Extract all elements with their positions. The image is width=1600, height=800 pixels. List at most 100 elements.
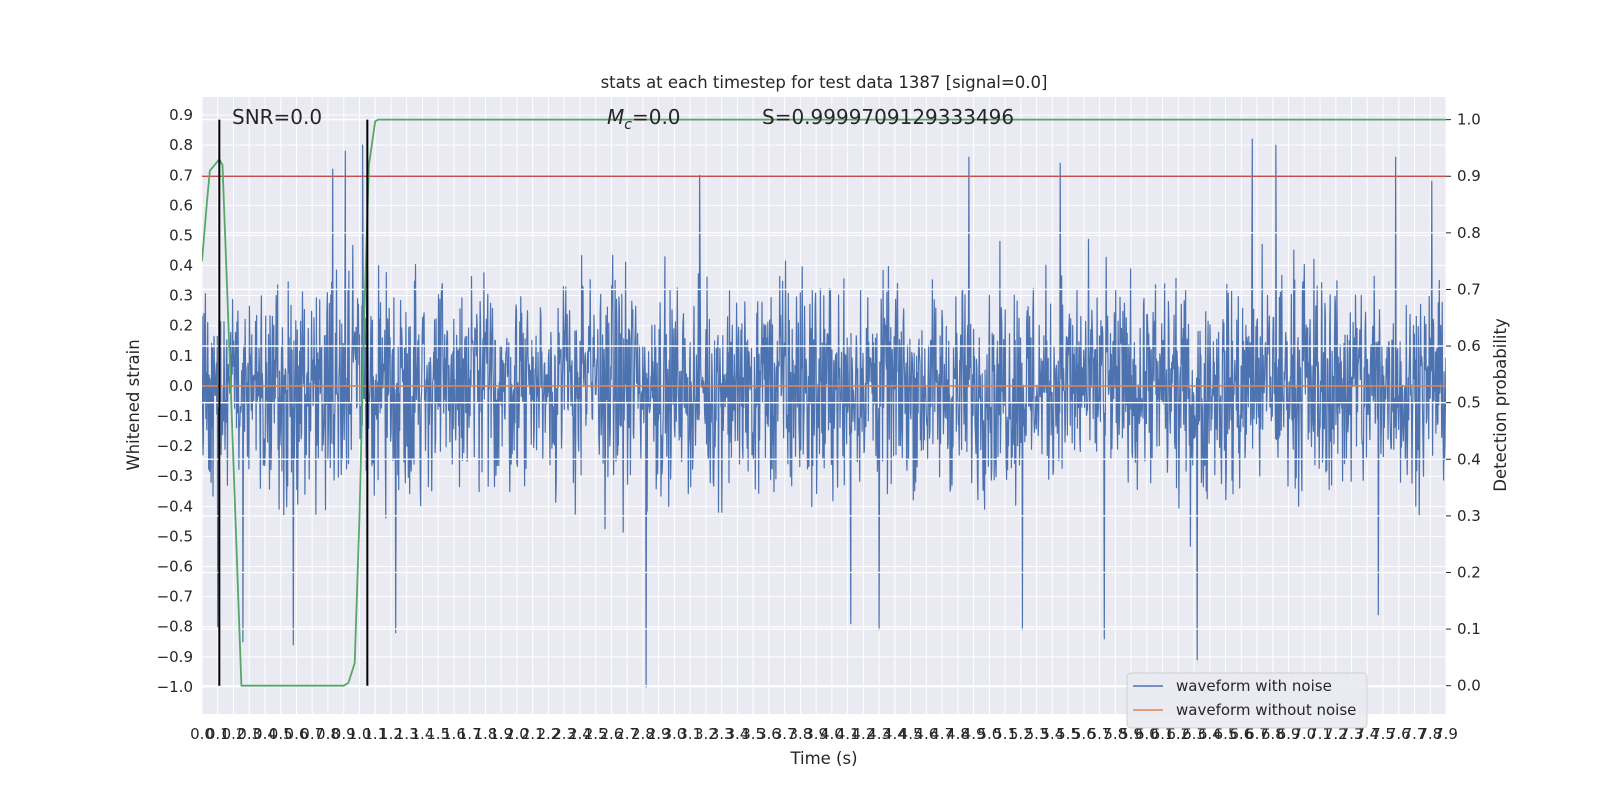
x-tick-label: 7.7: [1403, 725, 1427, 743]
y-tick-label: −0.9: [157, 648, 193, 666]
x-tick-label: 6.7: [1245, 725, 1269, 743]
snr-annotation: SNR=0.0: [232, 105, 322, 129]
x-tick-label: 1.0: [348, 725, 372, 743]
x-tick-label: 5.5: [1056, 725, 1080, 743]
x-tick-label: 7.3: [1340, 725, 1364, 743]
score-annotation: S=0.9999709129333496: [762, 105, 1014, 129]
legend-label-noise: waveform with noise: [1176, 677, 1332, 695]
x-tick-label: 0.3: [237, 725, 261, 743]
y-tick-label: −1.0: [157, 678, 193, 696]
x-tick-label: 5.6: [1072, 725, 1096, 743]
x-tick-label: 0.4: [253, 725, 277, 743]
x-tick-label: 2.9: [647, 725, 671, 743]
x-tick-label: 0.5: [269, 725, 293, 743]
x-tick-label: 1.1: [363, 725, 387, 743]
x-tick-label: 1.4: [411, 725, 435, 743]
x-tick-label: 1.2: [379, 725, 403, 743]
x-tick-label: 1.5: [426, 725, 450, 743]
right-y-tick-label: 0.6: [1457, 337, 1481, 355]
x-tick-label: 4.7: [930, 725, 954, 743]
y-tick-label: −0.4: [157, 497, 193, 515]
y-tick-label: 0.1: [169, 347, 193, 365]
x-tick-label: 3.0: [662, 725, 686, 743]
x-tick-label: 7.1: [1308, 725, 1332, 743]
right-y-tick-label: 0.7: [1457, 280, 1481, 298]
x-tick-label: 2.0: [505, 725, 529, 743]
x-tick-label: 7.9: [1434, 725, 1458, 743]
y-tick-label: 0.4: [169, 257, 193, 275]
x-tick-label: 4.4: [883, 725, 907, 743]
x-tick-label: 6.5: [1214, 725, 1238, 743]
y-tick-label: 0.8: [169, 136, 193, 154]
x-tick-label: 3.4: [725, 725, 749, 743]
right-y-axis-label: Detection probability: [1491, 318, 1510, 492]
x-tick-label: 0.8: [316, 725, 340, 743]
x-tick-label: 5.4: [1040, 725, 1064, 743]
x-tick-label: 6.2: [1166, 725, 1190, 743]
x-tick-label: 7.0: [1292, 725, 1316, 743]
y-tick-label: 0.7: [169, 166, 193, 184]
x-tick-label: 2.8: [631, 725, 655, 743]
y-tick-label: −0.1: [157, 407, 193, 425]
y-tick-label: −0.5: [157, 527, 193, 545]
x-tick-label: 5.0: [977, 725, 1001, 743]
x-tick-label: 3.6: [757, 725, 781, 743]
x-tick-label: 4.0: [820, 725, 844, 743]
right-y-tick-label: 0.4: [1457, 450, 1481, 468]
x-tick-label: 3.7: [773, 725, 797, 743]
x-tick-label: 5.2: [1009, 725, 1033, 743]
legend-label-clean: waveform without noise: [1176, 701, 1356, 719]
y-tick-label: 0.6: [169, 196, 193, 214]
x-tick-label: 2.7: [615, 725, 639, 743]
x-tick-label: 2.4: [568, 725, 592, 743]
x-tick-label: 0.0: [190, 725, 214, 743]
x-tick-label: 7.6: [1387, 725, 1411, 743]
x-tick-label: 6.9: [1277, 725, 1301, 743]
right-y-tick-label: 0.3: [1457, 507, 1481, 525]
y-tick-label: 0.3: [169, 287, 193, 305]
x-tick-label: 6.4: [1198, 725, 1222, 743]
y-tick-label: 0.5: [169, 226, 193, 244]
right-y-tick-label: 1.0: [1457, 111, 1481, 129]
x-tick-label: 1.8: [474, 725, 498, 743]
chart-title: stats at each timestep for test data 138…: [601, 73, 1048, 92]
y-tick-label: −0.3: [157, 467, 193, 485]
y-tick-label: −0.8: [157, 618, 193, 636]
x-tick-label: 3.2: [694, 725, 718, 743]
x-tick-label: 2.5: [584, 725, 608, 743]
x-tick-label: 6.1: [1151, 725, 1175, 743]
x-tick-labels: 0.00.10.20.30.40.50.60.70.80.91.01.11.21…: [190, 725, 1458, 743]
detection-probability-line: [202, 118, 1446, 687]
x-tick-label: 4.3: [867, 725, 891, 743]
x-tick-label: 3.3: [710, 725, 734, 743]
x-tick-label: 5.3: [1025, 725, 1049, 743]
x-tick-label: 0.7: [300, 725, 324, 743]
x-tick-label: 1.6: [442, 725, 466, 743]
x-tick-label: 7.5: [1371, 725, 1395, 743]
x-tick-label: 4.8: [946, 725, 970, 743]
right-y-tick-label: 0.0: [1457, 677, 1481, 695]
legend: waveform with noise waveform without noi…: [1126, 672, 1368, 729]
right-y-tick-label: 0.9: [1457, 167, 1481, 185]
y-tick-label: −0.2: [157, 437, 193, 455]
right-y-tick-label: 0.8: [1457, 224, 1481, 242]
x-tick-label: 2.1: [521, 725, 545, 743]
x-tick-label: 7.4: [1355, 725, 1379, 743]
x-tick-label: 6.6: [1229, 725, 1253, 743]
x-tick-label: 3.5: [741, 725, 765, 743]
x-tick-label: 6.0: [1135, 725, 1159, 743]
x-tick-label: 6.8: [1261, 725, 1285, 743]
x-tick-label: 0.6: [285, 725, 309, 743]
vertical-markers: [218, 119, 369, 686]
x-tick-label: 0.9: [332, 725, 356, 743]
x-tick-label: 6.3: [1182, 725, 1206, 743]
x-tick-label: 5.9: [1119, 725, 1143, 743]
x-tick-label: 0.2: [222, 725, 246, 743]
waveform-with-noise-line: [202, 138, 1446, 688]
legend-box: [1126, 672, 1368, 729]
x-tick-label: 4.9: [962, 725, 986, 743]
x-tick-label: 3.9: [804, 725, 828, 743]
right-y-tick-label: 0.5: [1457, 394, 1481, 412]
x-tick-label: 5.7: [1088, 725, 1112, 743]
